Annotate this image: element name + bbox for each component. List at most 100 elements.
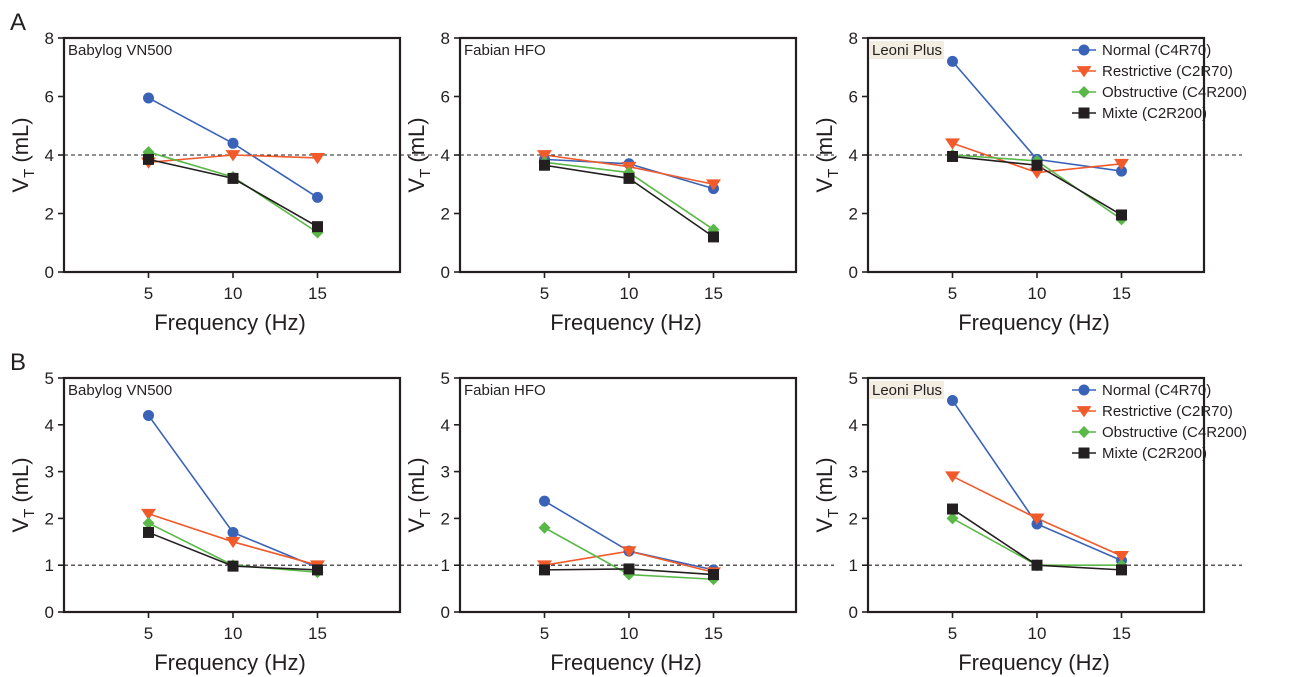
data-point-series-2 <box>945 138 960 150</box>
x-axis-title: Frequency (Hz) <box>154 650 306 675</box>
panel-title: Babylog VN500 <box>68 42 172 59</box>
panel-title: Leoni Plus <box>872 382 942 399</box>
plot-frame <box>866 376 1206 614</box>
legend-marker <box>1076 406 1092 418</box>
y-axis-title: VT (mL) <box>8 457 38 532</box>
y-tick-label: 2 <box>849 509 858 528</box>
data-point-series-4 <box>623 563 635 575</box>
data-point-series-4 <box>312 564 323 576</box>
x-axis-title: Frequency (Hz) <box>958 650 1110 675</box>
y-tick-label: 4 <box>849 146 858 165</box>
data-point-series-4 <box>947 150 958 162</box>
y-axis-title: VT (mL) <box>404 117 434 192</box>
y-tick-label: 8 <box>45 29 54 48</box>
data-point-series-4 <box>1031 159 1043 171</box>
data-point-series-1 <box>312 191 323 203</box>
data-point-series-2 <box>310 153 325 165</box>
data-point-series-2 <box>945 471 960 483</box>
legend-label: Mixte (C2R200) <box>1102 105 1207 122</box>
x-tick-label: 15 <box>308 624 327 643</box>
x-tick-label: 5 <box>144 624 153 643</box>
data-point-series-4 <box>947 503 958 515</box>
y-tick-label: 2 <box>45 509 54 528</box>
y-tick-label: 1 <box>45 556 54 575</box>
y-tick-label: 0 <box>849 263 858 282</box>
legend-label: Mixte (C2R200) <box>1102 445 1207 462</box>
data-point-series-4 <box>1031 559 1043 571</box>
legend-label: Restrictive (C2R70) <box>1102 63 1233 80</box>
y-tick-label: 6 <box>441 88 450 107</box>
y-axis-title-main: V <box>8 178 33 193</box>
data-point-series-2 <box>706 179 721 191</box>
y-axis-title-sub: T <box>825 509 842 518</box>
data-point-series-4 <box>1116 209 1127 221</box>
data-point-series-2 <box>225 150 241 162</box>
data-point-series-4 <box>312 221 323 233</box>
data-point-series-4 <box>227 560 239 572</box>
y-tick-label: 3 <box>45 463 54 482</box>
series-line-1 <box>951 400 1122 562</box>
data-point-series-3 <box>946 512 959 525</box>
y-tick-label: 0 <box>45 263 54 282</box>
legend-marker <box>1078 384 1090 396</box>
row-label-a: A <box>10 9 26 36</box>
y-axis-title-sub: T <box>417 509 434 518</box>
x-tick-label: 15 <box>308 284 327 303</box>
x-tick-label: 5 <box>540 284 549 303</box>
legend-label: Restrictive (C2R70) <box>1102 403 1233 420</box>
y-tick-label: 0 <box>849 603 858 622</box>
data-point-series-3 <box>538 521 551 534</box>
panel-title-background <box>870 41 945 59</box>
y-axis-title-unit: (mL) <box>8 457 33 508</box>
y-tick-label: 0 <box>441 603 450 622</box>
legend-marker <box>1076 66 1092 78</box>
y-axis-title: VT (mL) <box>812 117 842 192</box>
data-point-series-4 <box>143 153 154 165</box>
series-line-1 <box>544 500 714 571</box>
y-axis-title-unit: (mL) <box>8 117 33 168</box>
y-axis-title-sub: T <box>21 169 38 178</box>
y-tick-label: 0 <box>45 603 54 622</box>
panel-title: Leoni Plus <box>872 42 942 59</box>
y-axis-title-main: V <box>404 518 429 533</box>
data-point-series-4 <box>708 569 719 581</box>
legend-label: Obstructive (C4R200) <box>1102 424 1247 441</box>
data-point-series-1 <box>227 526 239 538</box>
x-tick-label: 10 <box>620 624 639 643</box>
data-point-series-2 <box>537 150 552 162</box>
y-tick-label: 4 <box>849 416 858 435</box>
y-axis-title: VT (mL) <box>404 457 434 532</box>
data-point-series-1 <box>143 92 154 104</box>
legend: Normal (C4R70) Restrictive (C2R70) Obstruc… <box>1072 42 1247 122</box>
x-tick-label: 10 <box>1028 284 1047 303</box>
y-tick-label: 2 <box>45 205 54 224</box>
y-axis-title-sub: T <box>21 509 38 518</box>
legend-marker <box>1078 447 1090 459</box>
y-tick-label: 2 <box>441 205 450 224</box>
x-tick-label: 5 <box>540 624 549 643</box>
y-axis-title-unit: (mL) <box>812 117 837 168</box>
y-axis-title: VT (mL) <box>812 457 842 532</box>
plot-frame <box>458 376 798 614</box>
y-tick-label: 5 <box>45 369 54 388</box>
x-tick-label: 5 <box>948 624 957 643</box>
panel-title: Fabian HFO <box>464 42 546 59</box>
row-label-b: B <box>10 349 26 376</box>
y-axis-title-unit: (mL) <box>404 457 429 508</box>
data-point-series-1 <box>143 409 154 421</box>
y-tick-label: 3 <box>441 463 450 482</box>
y-tick-label: 5 <box>849 369 858 388</box>
y-axis-title-main: V <box>8 518 33 533</box>
x-axis-title: Frequency (Hz) <box>550 310 702 335</box>
legend-label: Normal (C4R70) <box>1102 42 1211 59</box>
y-axis-title-sub: T <box>417 169 434 178</box>
x-tick-label: 5 <box>144 284 153 303</box>
data-point-series-1 <box>947 394 958 406</box>
x-tick-label: 10 <box>620 284 639 303</box>
y-axis-title-main: V <box>812 518 837 533</box>
